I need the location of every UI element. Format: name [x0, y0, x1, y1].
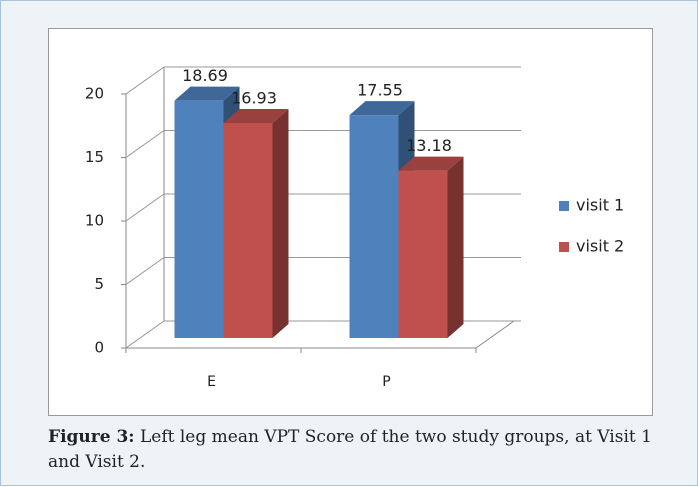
bar-top	[174, 86, 240, 101]
y-tick-label: 5	[94, 275, 104, 293]
legend-swatch	[559, 201, 569, 211]
bar-side	[272, 108, 289, 338]
y-tick-label: 10	[85, 212, 104, 230]
y-tick-label: 15	[85, 148, 104, 166]
legend-swatch	[559, 242, 569, 252]
caption-text: Left leg mean VPT Score of the two study…	[48, 427, 652, 472]
grid-line	[125, 66, 521, 95]
bar-side	[447, 156, 464, 338]
bar-top	[398, 156, 464, 171]
y-tick-label: 0	[94, 339, 104, 357]
bar	[174, 100, 224, 339]
data-label: 13.18	[406, 136, 452, 155]
caption: Figure 3: Left leg mean VPT Score of the…	[48, 425, 668, 475]
x-tick-label: P	[382, 374, 390, 390]
y-tick-label: 20	[85, 85, 104, 103]
data-label: 16.93	[231, 88, 277, 107]
data-label: 17.55	[357, 81, 403, 100]
data-label: 18.69	[182, 66, 228, 85]
bar	[349, 115, 399, 339]
x-tick-label: E	[207, 374, 216, 390]
legend-label: visit 2	[576, 237, 624, 256]
bar	[398, 170, 448, 338]
bar-top	[349, 101, 415, 116]
caption-label: Figure 3:	[48, 427, 135, 447]
legend-label: visit 1	[576, 196, 624, 215]
bar	[223, 122, 273, 338]
bar-top	[223, 108, 289, 123]
